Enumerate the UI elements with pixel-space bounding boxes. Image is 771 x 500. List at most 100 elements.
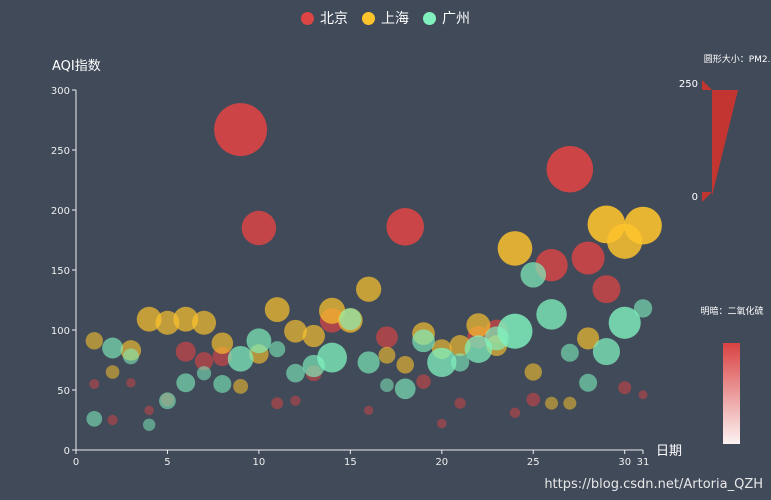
data-point-guangzhou[interactable] bbox=[579, 373, 598, 392]
data-point-guangzhou[interactable] bbox=[394, 378, 416, 400]
data-point-shanghai[interactable] bbox=[466, 313, 491, 338]
data-point-guangzhou[interactable] bbox=[196, 366, 212, 381]
x-tick-label: 10 bbox=[253, 457, 266, 468]
y-tick-label: 0 bbox=[64, 446, 70, 457]
data-point-beijing[interactable] bbox=[290, 395, 301, 406]
opacity-map-title: 明暗：二氧化硫 bbox=[700, 305, 763, 317]
data-point-shanghai[interactable] bbox=[302, 324, 325, 348]
data-point-shanghai[interactable] bbox=[378, 346, 396, 364]
data-point-guangzhou[interactable] bbox=[520, 262, 546, 288]
data-point-shanghai[interactable] bbox=[356, 276, 382, 302]
data-point-beijing[interactable] bbox=[571, 241, 605, 275]
data-point-beijing[interactable] bbox=[436, 418, 447, 429]
x-axis-title: 日期 bbox=[656, 444, 682, 459]
legend-item-guangzhou[interactable]: 广州 bbox=[423, 8, 470, 28]
data-point-guangzhou[interactable] bbox=[86, 410, 103, 427]
data-point-guangzhou[interactable] bbox=[122, 348, 139, 365]
data-point-beijing[interactable] bbox=[526, 392, 541, 407]
legend-marker-guangzhou bbox=[423, 11, 436, 25]
data-point-beijing[interactable] bbox=[175, 341, 196, 362]
legend-label-beijing: 北京 bbox=[320, 11, 348, 27]
data-point-beijing[interactable] bbox=[638, 390, 648, 400]
data-point-guangzhou[interactable] bbox=[142, 418, 156, 431]
data-point-guangzhou[interactable] bbox=[357, 351, 380, 374]
data-point-shanghai[interactable] bbox=[545, 396, 559, 410]
data-point-guangzhou[interactable] bbox=[497, 313, 533, 349]
data-point-guangzhou[interactable] bbox=[536, 299, 567, 330]
data-point-beijing[interactable] bbox=[364, 405, 374, 416]
data-point-beijing[interactable] bbox=[416, 374, 431, 389]
data-point-guangzhou[interactable] bbox=[450, 353, 470, 372]
data-point-beijing[interactable] bbox=[194, 352, 214, 371]
data-point-guangzhou[interactable] bbox=[339, 308, 362, 331]
data-point-guangzhou[interactable] bbox=[102, 337, 124, 359]
size-map-title: 圆形大小：PM2.5 bbox=[704, 53, 771, 65]
data-point-beijing[interactable] bbox=[271, 397, 284, 410]
data-point-beijing[interactable] bbox=[241, 210, 277, 246]
data-point-shanghai[interactable] bbox=[524, 363, 542, 381]
data-point-guangzhou[interactable] bbox=[427, 347, 457, 378]
data-point-beijing[interactable] bbox=[454, 397, 466, 409]
data-point-shanghai[interactable] bbox=[155, 310, 180, 335]
size-map-min-label: 0 bbox=[692, 192, 698, 203]
data-point-beijing[interactable] bbox=[592, 275, 621, 304]
data-point-shanghai[interactable] bbox=[105, 365, 120, 379]
data-point-shanghai[interactable] bbox=[192, 310, 217, 335]
data-point-beijing[interactable] bbox=[618, 381, 632, 395]
legend-label-shanghai: 上海 bbox=[381, 11, 409, 27]
data-point-beijing[interactable] bbox=[509, 407, 521, 419]
data-point-shanghai[interactable] bbox=[233, 378, 249, 394]
y-tick-label: 150 bbox=[51, 266, 70, 277]
data-point-beijing[interactable] bbox=[376, 326, 398, 349]
data-point-beijing[interactable] bbox=[546, 145, 594, 193]
x-tick-label: 31 bbox=[637, 457, 650, 468]
data-point-shanghai[interactable] bbox=[396, 356, 415, 374]
data-point-beijing[interactable] bbox=[107, 414, 118, 426]
data-point-guangzhou[interactable] bbox=[213, 375, 232, 393]
data-point-guangzhou[interactable] bbox=[380, 378, 394, 393]
x-tick-label: 5 bbox=[164, 457, 170, 468]
x-tick-label: 15 bbox=[344, 457, 357, 468]
size-map-handle-top[interactable] bbox=[702, 80, 712, 90]
data-point-shanghai[interactable] bbox=[211, 332, 234, 354]
data-point-guangzhou[interactable] bbox=[412, 329, 435, 353]
legend-label-guangzhou: 广州 bbox=[442, 11, 470, 27]
data-point-shanghai[interactable] bbox=[264, 297, 290, 323]
data-points bbox=[85, 103, 662, 431]
data-point-guangzhou[interactable] bbox=[608, 306, 641, 339]
data-point-shanghai[interactable] bbox=[136, 306, 162, 332]
data-point-beijing[interactable] bbox=[126, 378, 136, 388]
data-point-shanghai[interactable] bbox=[497, 231, 533, 266]
data-point-guangzhou[interactable] bbox=[286, 363, 305, 383]
data-point-guangzhou[interactable] bbox=[269, 341, 286, 358]
data-point-guangzhou[interactable] bbox=[633, 299, 653, 318]
y-tick-label: 200 bbox=[51, 206, 70, 217]
data-point-shanghai[interactable] bbox=[624, 206, 662, 245]
data-point-guangzhou[interactable] bbox=[317, 342, 347, 373]
x-tick-label: 30 bbox=[618, 457, 631, 468]
data-point-shanghai[interactable] bbox=[85, 332, 103, 350]
data-point-beijing[interactable] bbox=[214, 103, 268, 157]
data-point-beijing[interactable] bbox=[386, 208, 424, 246]
opacity-map-bar[interactable] bbox=[723, 343, 740, 444]
data-point-guangzhou[interactable] bbox=[560, 343, 579, 362]
y-tick-label: 100 bbox=[51, 326, 70, 337]
data-point-shanghai[interactable] bbox=[173, 306, 199, 332]
watermark: https://blog.csdn.net/Artoria_QZH bbox=[544, 477, 763, 492]
legend-item-shanghai[interactable]: 上海 bbox=[362, 8, 409, 28]
data-point-shanghai[interactable] bbox=[563, 396, 577, 410]
data-point-beijing[interactable] bbox=[89, 379, 100, 389]
size-map-handle-bottom[interactable] bbox=[702, 192, 712, 202]
data-point-guangzhou[interactable] bbox=[176, 373, 196, 393]
data-point-guangzhou[interactable] bbox=[159, 392, 176, 410]
data-point-guangzhou[interactable] bbox=[246, 328, 272, 354]
size-map-bar bbox=[712, 90, 738, 196]
data-point-guangzhou[interactable] bbox=[592, 338, 620, 366]
legend-item-beijing[interactable]: 北京 bbox=[301, 8, 348, 28]
data-point-shanghai[interactable] bbox=[577, 327, 600, 350]
data-point-shanghai[interactable] bbox=[284, 319, 307, 343]
data-point-guangzhou[interactable] bbox=[227, 345, 254, 372]
data-point-guangzhou[interactable] bbox=[464, 335, 493, 363]
data-point-beijing[interactable] bbox=[144, 405, 154, 416]
